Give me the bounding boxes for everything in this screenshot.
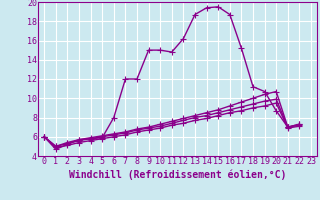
X-axis label: Windchill (Refroidissement éolien,°C): Windchill (Refroidissement éolien,°C): [69, 169, 286, 180]
